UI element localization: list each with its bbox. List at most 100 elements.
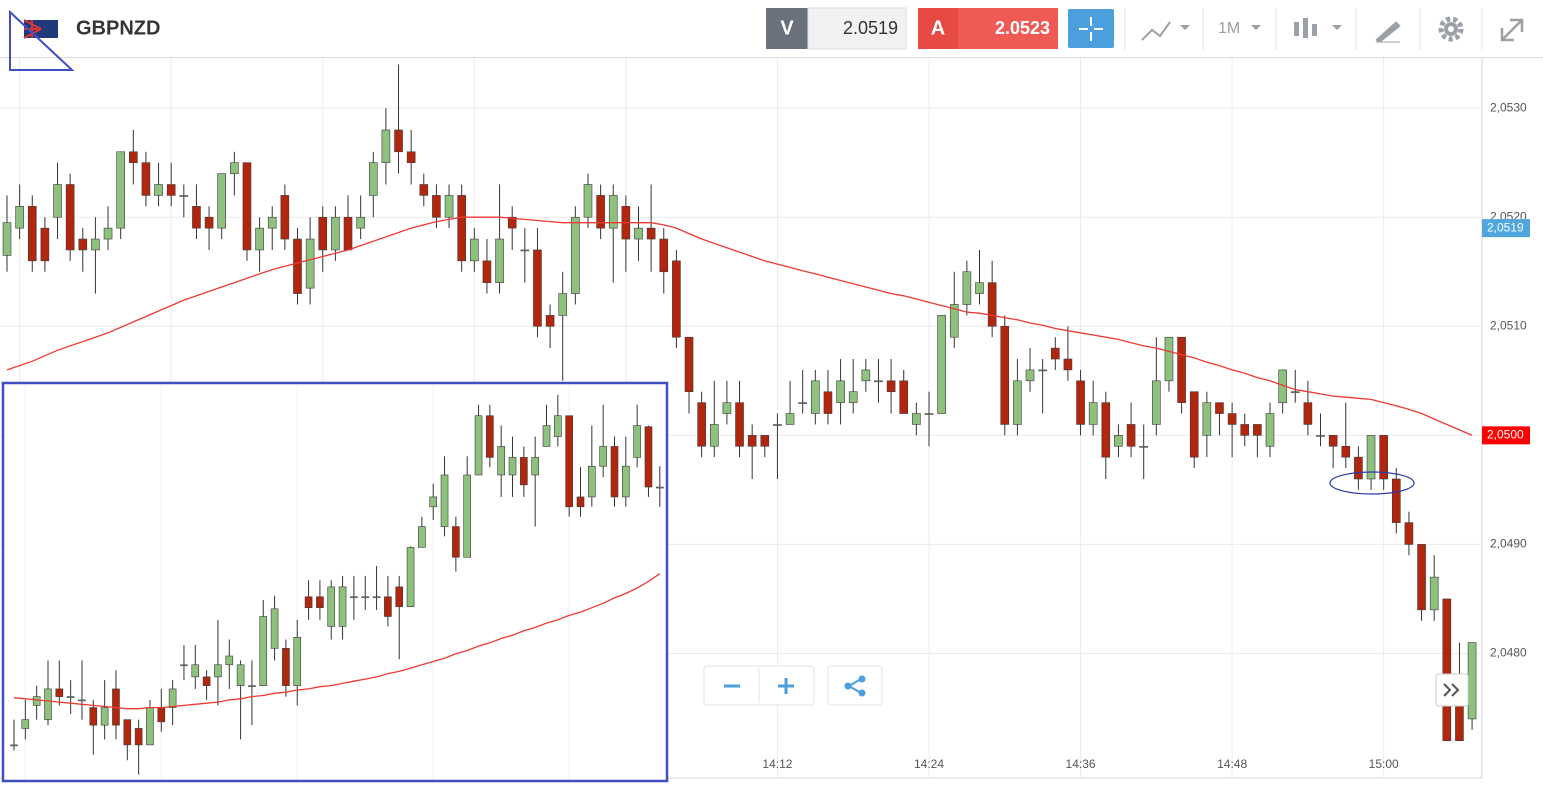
candle-body bbox=[874, 380, 883, 383]
candle-body bbox=[419, 184, 429, 196]
candle-body bbox=[202, 676, 211, 686]
candle-body bbox=[599, 446, 607, 467]
share-button[interactable] bbox=[827, 665, 883, 706]
candle-body bbox=[242, 162, 252, 251]
candle-body bbox=[697, 402, 706, 447]
candle-body bbox=[899, 380, 909, 414]
candle-body bbox=[338, 586, 347, 627]
bid-label: V bbox=[780, 17, 794, 39]
candle-body bbox=[622, 465, 630, 498]
candle-body bbox=[1240, 424, 1250, 436]
candle-body bbox=[65, 184, 75, 251]
candle-body bbox=[608, 195, 618, 229]
candle-body bbox=[191, 664, 200, 678]
candle-body bbox=[2, 222, 12, 256]
x-tick-label: 14:24 bbox=[914, 757, 944, 771]
candle-body bbox=[1392, 478, 1401, 523]
candle-body bbox=[1328, 435, 1338, 447]
candle-body bbox=[722, 402, 732, 414]
candle-body bbox=[709, 424, 719, 447]
candle-body bbox=[282, 648, 290, 686]
candle-body bbox=[684, 336, 694, 393]
last-price-badge-label: 2,0519 bbox=[1487, 220, 1524, 234]
candle-body bbox=[15, 206, 24, 229]
candle-body bbox=[1038, 369, 1047, 372]
candle-body bbox=[116, 151, 125, 229]
candle-body bbox=[1354, 456, 1363, 480]
candle-body bbox=[444, 195, 454, 218]
candle-body bbox=[531, 457, 539, 476]
draw-button[interactable] bbox=[1375, 21, 1401, 43]
candle-body bbox=[225, 655, 234, 666]
candle-body bbox=[1063, 358, 1073, 371]
candle-body bbox=[53, 184, 62, 218]
candle-body bbox=[659, 238, 669, 273]
candle-body bbox=[179, 195, 189, 197]
ask-button[interactable]: A 2.0523 bbox=[918, 8, 1058, 49]
candle-body bbox=[395, 586, 404, 607]
candle-body bbox=[204, 216, 214, 229]
candle-body bbox=[470, 238, 479, 262]
candle-body bbox=[507, 216, 517, 229]
scroll-right-button[interactable] bbox=[1435, 673, 1469, 707]
candle-body bbox=[129, 151, 138, 164]
chart-type-button[interactable] bbox=[1141, 21, 1190, 41]
candle-style-button[interactable] bbox=[1294, 18, 1342, 38]
candle-body bbox=[267, 216, 277, 229]
candle-body bbox=[508, 457, 517, 476]
candle-body bbox=[452, 526, 460, 558]
crosshair-button[interactable] bbox=[1068, 9, 1114, 48]
bid-button[interactable]: V 2.0519 bbox=[766, 7, 907, 50]
candle-body bbox=[103, 227, 113, 240]
candle-body bbox=[486, 415, 494, 458]
candle-body bbox=[406, 547, 415, 607]
candle-body bbox=[646, 227, 656, 240]
candle-body bbox=[545, 315, 555, 327]
candle-body bbox=[1076, 380, 1085, 425]
candle-body bbox=[384, 596, 392, 617]
separators bbox=[1124, 8, 1483, 50]
candle-body bbox=[154, 184, 163, 196]
candle-body bbox=[1177, 336, 1186, 403]
candle-body bbox=[1253, 424, 1262, 436]
candle-body bbox=[293, 637, 302, 686]
timeframe[interactable]: 1M bbox=[1218, 20, 1240, 37]
candle-body bbox=[1013, 380, 1022, 425]
candle-body bbox=[381, 129, 391, 164]
candle-body bbox=[394, 129, 403, 153]
annotation-ellipse bbox=[1329, 471, 1415, 495]
candle-body bbox=[1139, 445, 1148, 448]
settings-button[interactable] bbox=[1438, 16, 1464, 42]
candle-body bbox=[21, 719, 30, 729]
candle-body bbox=[811, 380, 820, 414]
average-price-badge-label: 2,0500 bbox=[1487, 428, 1524, 442]
candle-body bbox=[1467, 642, 1477, 720]
candle-body bbox=[168, 688, 177, 708]
candle-body bbox=[141, 162, 151, 196]
candle-body bbox=[78, 238, 88, 251]
candle-body bbox=[747, 435, 757, 447]
candle-body bbox=[32, 696, 41, 706]
candle-body bbox=[236, 664, 245, 686]
candle-body bbox=[331, 216, 340, 251]
last-price-badge bbox=[1482, 219, 1530, 238]
candle-body bbox=[123, 719, 132, 746]
candle-body bbox=[248, 685, 256, 687]
candle-body bbox=[474, 415, 483, 476]
fullscreen-button[interactable] bbox=[1500, 18, 1524, 42]
average-price-badge bbox=[1482, 426, 1530, 445]
candle-body bbox=[1202, 402, 1212, 436]
zoom-in[interactable] bbox=[778, 678, 794, 694]
candle-body bbox=[255, 227, 264, 251]
moving-average bbox=[13, 573, 661, 710]
candle-body bbox=[520, 249, 530, 252]
inset-chart bbox=[4, 384, 666, 780]
candle-body bbox=[1152, 380, 1161, 425]
candle-body bbox=[343, 216, 353, 251]
candle-body bbox=[583, 184, 593, 218]
candle-body bbox=[280, 195, 290, 240]
candle-body bbox=[1404, 522, 1414, 545]
candle-body bbox=[350, 596, 358, 599]
candle-body bbox=[27, 206, 37, 262]
candle-body bbox=[949, 304, 959, 338]
